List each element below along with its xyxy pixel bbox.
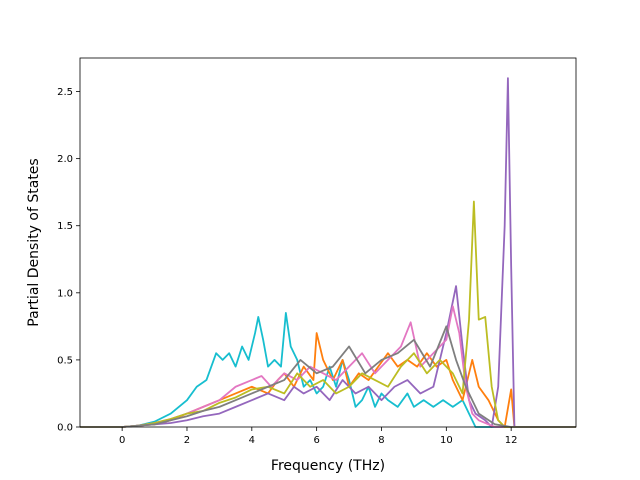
- x-axis-label: Frequency (THz): [271, 458, 385, 474]
- y-axis-ticks: 0.0 0.5 1.0 1.5 2.0 2.5: [57, 87, 80, 434]
- series-line-6: [80, 325, 576, 428]
- x-tick-label: 0: [119, 435, 125, 446]
- series-line-4: [80, 305, 576, 428]
- x-tick-label: 8: [378, 435, 384, 446]
- x-axis-ticks: 0 2 4 6 8 10 12: [119, 427, 518, 446]
- x-tick-label: 4: [249, 435, 255, 446]
- y-tick-label: 0.0: [57, 423, 73, 434]
- series-line-1: [80, 312, 576, 428]
- y-tick-label: 0.5: [57, 355, 73, 366]
- y-tick-label: 2.5: [57, 87, 73, 98]
- x-tick-label: 10: [440, 435, 453, 446]
- series-line-2: [80, 332, 576, 428]
- y-axis-label: Partial Density of States: [26, 158, 42, 326]
- y-tick-label: 1.0: [57, 288, 73, 299]
- y-tick-label: 2.0: [57, 154, 73, 165]
- y-tick-label: 1.5: [57, 221, 73, 232]
- series-layer: [80, 77, 576, 428]
- series-line-5: [80, 200, 576, 428]
- x-tick-label: 6: [313, 435, 319, 446]
- x-tick-label: 12: [505, 435, 518, 446]
- plot-frame: [79, 57, 577, 428]
- series-line-3: [80, 77, 576, 428]
- x-tick-label: 2: [184, 435, 190, 446]
